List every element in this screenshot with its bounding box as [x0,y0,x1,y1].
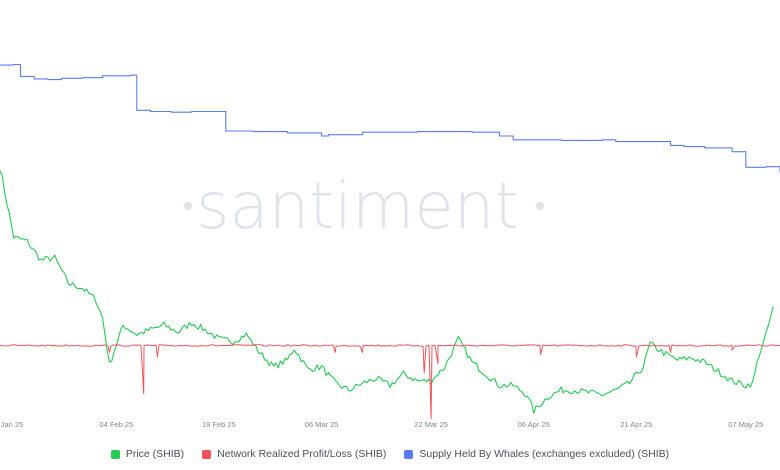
x-axis: 19 Jan 25 04 Feb 25 19 Feb 25 06 Mar 25 22 M… [0,420,763,429]
chart-svg: santiment 19 Jan 25 04 Feb 25 19 Feb 25 06 … [0,63,780,429]
legend-label-whale-supply: Supply Held By Whales (exchanges exclude… [419,448,670,460]
legend-item-whale-supply[interactable]: Supply Held By Whales (exchanges exclude… [404,448,669,460]
x-tick-label: 04 Feb 25 [99,420,133,429]
watermark-dot-right [536,202,544,210]
watermark-dot-left [184,202,192,210]
legend-swatch-realized-pl [202,449,212,459]
legend-swatch-whale-supply [404,449,414,459]
legend-label-realized-pl: Network Realized Profit/Loss (SHIB) [217,448,387,460]
legend: Price (SHIB) Network Realized Profit/Los… [0,444,780,464]
legend-swatch-price [110,449,120,459]
watermark-text: santiment [196,170,519,244]
x-tick-label: 06 Mar 25 [305,420,339,429]
x-tick-label: 06 Apr 25 [518,420,550,429]
legend-label-price: Price (SHIB) [125,448,185,460]
legend-item-price[interactable]: Price (SHIB) [110,448,185,460]
x-tick-label: 19 Feb 25 [202,420,236,429]
x-tick-label: 22 Mar 25 [414,420,448,429]
series-layer [0,63,780,420]
x-tick-label: 19 Jan 25 [0,420,23,429]
x-tick-label: 07 May 25 [728,420,763,429]
legend-item-realized-pl[interactable]: Network Realized Profit/Loss (SHIB) [202,448,386,460]
x-tick-label: 21 Apr 25 [620,420,652,429]
watermark: santiment [184,170,544,244]
series-line-price [0,170,774,414]
series-line-whale-supply [0,63,780,172]
series-line-realized-pl [0,344,780,420]
